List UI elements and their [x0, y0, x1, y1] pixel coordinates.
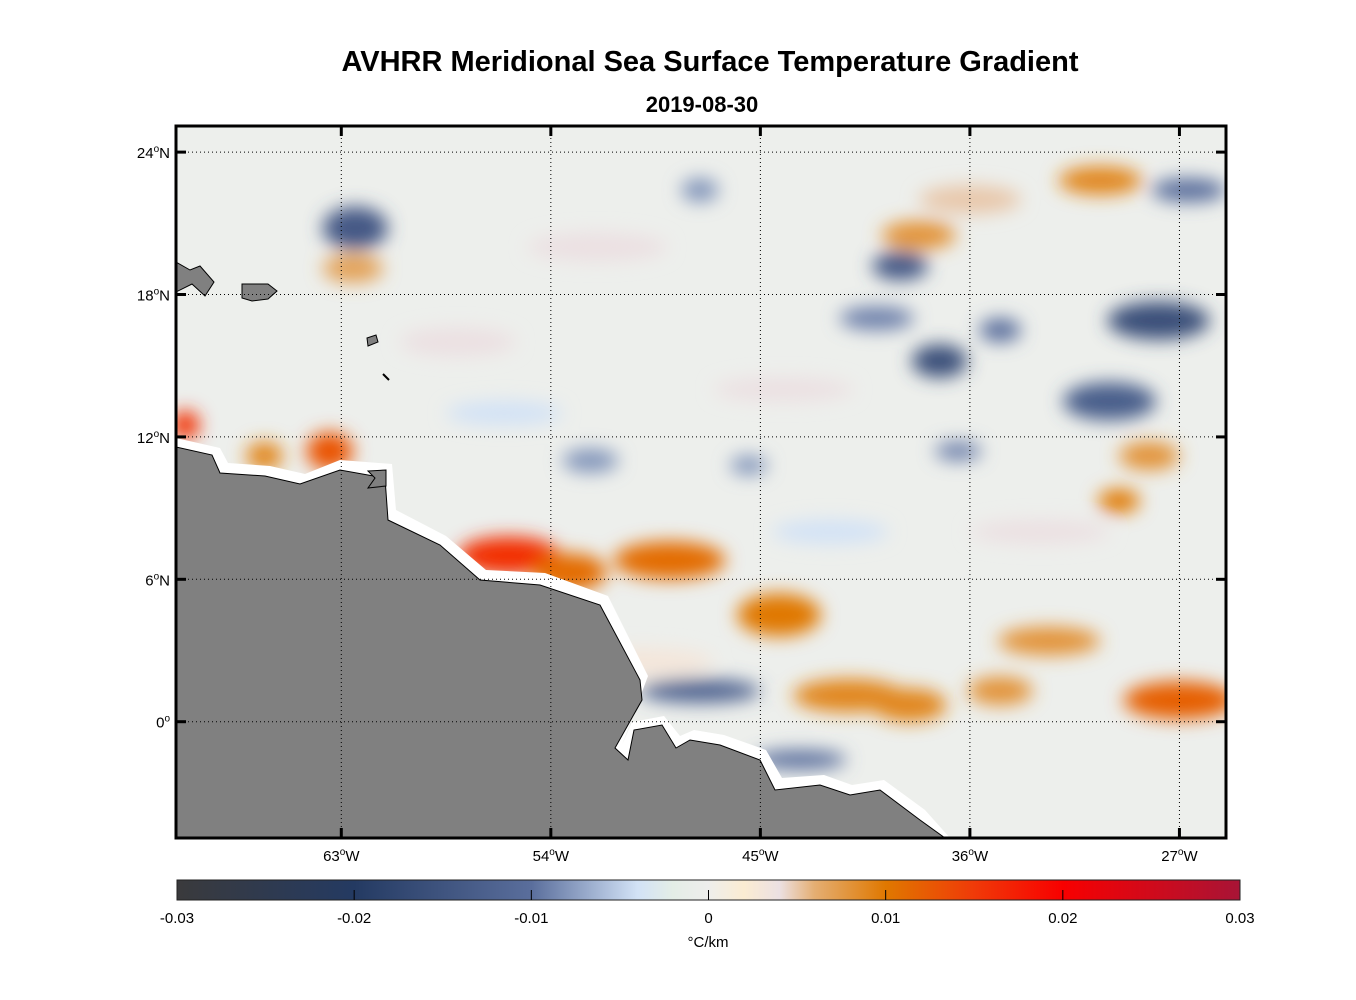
- y-tick-label: 0o: [156, 714, 170, 732]
- colorbar-tick-label: -0.02: [337, 910, 371, 927]
- island-5: [366, 469, 387, 489]
- gradient-feature: [446, 401, 563, 426]
- gradient-feature: [737, 593, 821, 637]
- gradient-feature: [918, 185, 1022, 214]
- gradient-feature: [839, 306, 915, 331]
- gradient-feature: [872, 688, 947, 722]
- south-america-land: [176, 446, 946, 838]
- colorbar-unit-label: °C/km: [688, 934, 729, 951]
- gradient-feature: [1107, 301, 1210, 340]
- y-tick-label: 18oN: [137, 287, 170, 305]
- gradient-feature: [527, 232, 668, 262]
- gradient-feature: [681, 178, 719, 202]
- colorbar-tick-label: 0.01: [871, 910, 900, 927]
- y-tick-label: 24oN: [137, 144, 170, 162]
- caribbean-island-1: [176, 261, 215, 297]
- x-tick-label: 27oW: [1161, 847, 1198, 865]
- plot-frame: [174, 124, 1228, 840]
- island-3: [366, 334, 379, 347]
- gradient-feature: [1151, 178, 1226, 202]
- gradient-feature: [997, 626, 1101, 656]
- gradient-feature: [872, 251, 928, 281]
- gradient-feature: [911, 344, 968, 378]
- gradient-feature: [245, 441, 284, 471]
- gradient-feature: [1058, 166, 1143, 195]
- colorbar-tick-label: -0.03: [160, 910, 194, 927]
- gradient-feature: [1097, 489, 1140, 513]
- gradient-feature: [713, 377, 854, 402]
- gradient-feature: [639, 678, 761, 703]
- gradient-feature: [613, 541, 726, 580]
- graticule: [176, 126, 1226, 838]
- colorbar: -0.03 -0.02 -0.01 0 0.01 0.02 0.03 °C/km: [160, 879, 1255, 951]
- gradient-feature: [969, 519, 1110, 544]
- gradient-feature: [1063, 382, 1157, 421]
- colorbar-tick-label: 0.02: [1048, 910, 1077, 927]
- island-4: [382, 373, 390, 381]
- caribbean-island-2: [241, 283, 278, 302]
- y-tick-label: 12oN: [137, 429, 170, 447]
- gradient-feature: [1118, 441, 1180, 471]
- gradient-feature: [399, 327, 516, 357]
- gradient-feature: [457, 536, 561, 575]
- gradient-features: [176, 166, 1226, 770]
- x-tick-label: 36oW: [952, 847, 989, 865]
- gradient-feature: [967, 676, 1033, 706]
- y-tick-label: 6oN: [145, 571, 170, 589]
- gradient-feature: [176, 410, 200, 440]
- gradient-feature: [1123, 681, 1226, 720]
- gradient-feature: [934, 441, 982, 461]
- axis-ticks: 63oW 54oW 45oW 36oW 27oW 24oN 18oN 12oN 6oN 0o: [137, 126, 1226, 865]
- map-subtitle: 2019-08-30: [645, 92, 759, 117]
- gradient-feature: [322, 206, 388, 250]
- colorbar-tick-label: -0.01: [514, 910, 548, 927]
- gradient-feature: [730, 455, 768, 475]
- colorbar-tick-label: 0.03: [1225, 910, 1254, 927]
- gradient-feature: [562, 448, 619, 473]
- x-tick-label: 54oW: [533, 847, 570, 865]
- gradient-feature: [881, 220, 956, 250]
- map-title: AVHRR Meridional Sea Surface Temperature…: [341, 46, 1079, 78]
- x-tick-label: 45oW: [742, 847, 779, 865]
- colorbar-tick-label: 0: [704, 910, 712, 927]
- x-tick-label: 63oW: [323, 847, 360, 865]
- gradient-feature: [979, 318, 1022, 342]
- gradient-feature: [322, 254, 384, 283]
- gradient-feature: [753, 750, 847, 770]
- gradient-feature: [772, 519, 889, 544]
- land: [176, 261, 950, 838]
